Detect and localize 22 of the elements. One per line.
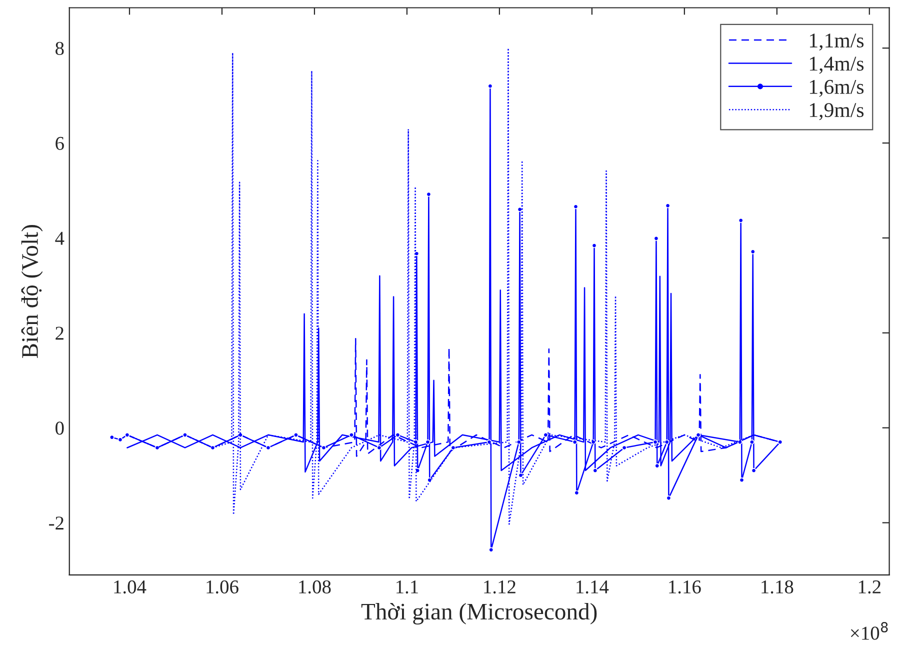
- legend-label: 1,9m/s: [810, 103, 864, 120]
- y-tick-label: 8: [56, 42, 64, 56]
- y-tick-label: 2: [56, 326, 64, 340]
- legend-label: 1,1m/s: [810, 34, 864, 51]
- text: ×10$^{8}$: [850, 622, 888, 640]
- y-tick-label: -2: [49, 516, 64, 530]
- x-tick-label: 1.1: [396, 580, 418, 594]
- y-tick-label: 4: [55, 232, 64, 245]
- x-tick-label: 1.16: [669, 580, 701, 594]
- x-tick-label: 1.14: [576, 580, 609, 594]
- x-axis-title: Thời gian (Microsecond): [361, 602, 597, 624]
- x-tick-label: 1.04: [114, 580, 146, 594]
- x-tick-label: 1.06: [206, 580, 238, 594]
- x-tick-label: 1.12: [484, 580, 516, 594]
- legend-label: 1,6m/s: [810, 80, 864, 97]
- x-tick-label: 1.08: [299, 580, 331, 594]
- legend-label: 1,4m/s: [810, 56, 864, 74]
- x-tick-label: 1.2: [858, 580, 880, 594]
- y-axis-title: Biên độ (Volt): [21, 225, 43, 358]
- y-tick-label: 6: [56, 136, 64, 150]
- x-tick-label: 1.18: [762, 580, 794, 594]
- y-tick-label: 0: [56, 422, 64, 435]
